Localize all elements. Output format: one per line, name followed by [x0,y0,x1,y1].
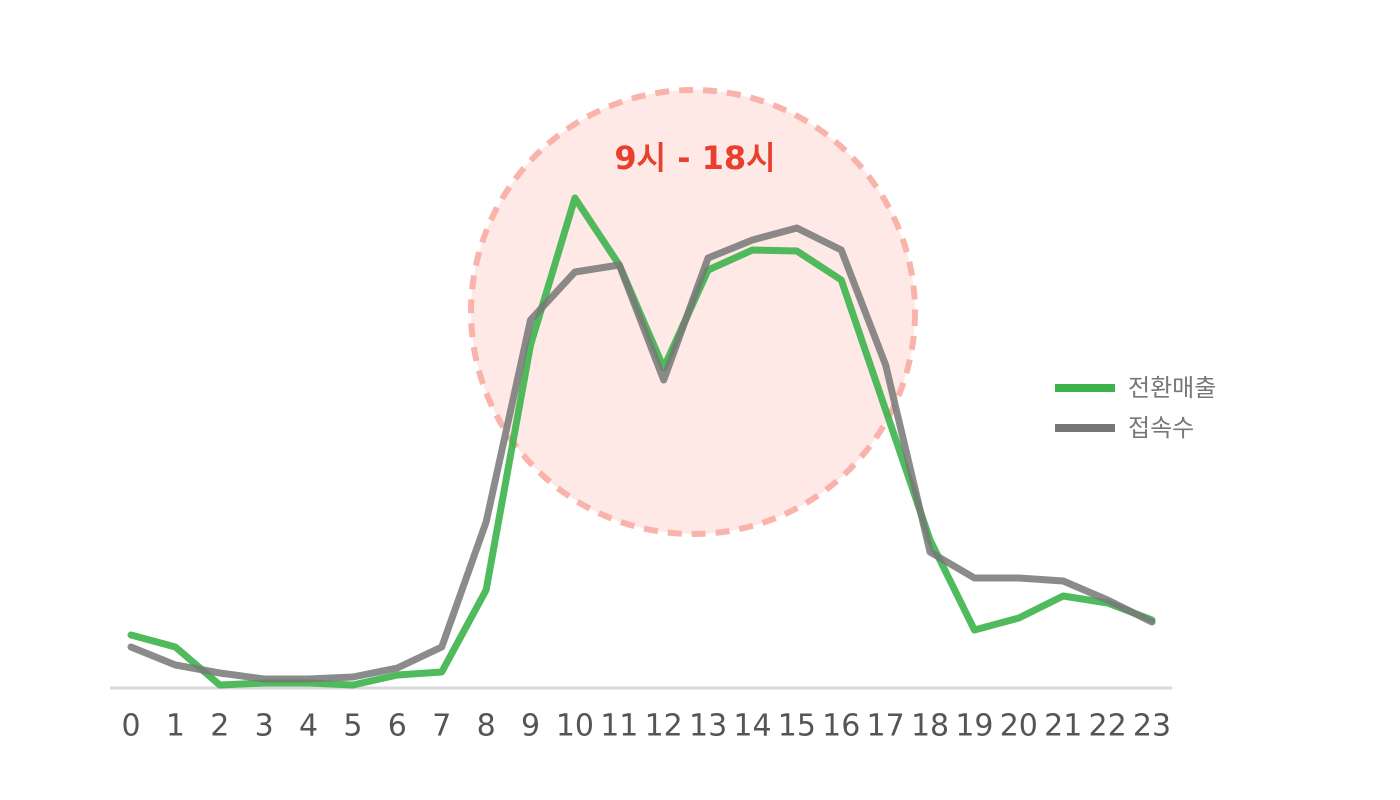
x-tick-label: 5 [343,709,362,744]
x-tick-label: 17 [867,709,905,744]
line-series [127,224,1156,683]
x-tick-label: 18 [911,709,949,744]
x-tick-label: 4 [299,709,318,744]
x-tick-label: 22 [1089,709,1127,744]
x-tick-label: 12 [645,709,683,744]
x-tick-label: 23 [1133,709,1171,744]
x-tick-label: 2 [210,709,229,744]
x-tick-label: 9 [521,709,540,744]
x-tick-label: 13 [689,709,727,744]
x-tick-label: 1 [166,709,185,744]
legend-label: 접속수 [1128,414,1194,442]
x-tick-label: 3 [255,709,274,744]
x-tick-label: 15 [778,709,816,744]
x-tick-label: 10 [556,709,594,744]
x-tick-label: 11 [600,709,638,744]
x-tick-label: 21 [1044,709,1082,744]
x-tick-label: 7 [432,709,451,744]
x-tick-label: 19 [955,709,993,744]
x-tick-label: 8 [477,709,496,744]
x-tick-label: 14 [733,709,771,744]
x-tick-label: 6 [388,709,407,744]
legend-label: 전환매출 [1128,374,1216,402]
x-tick-label: 16 [822,709,860,744]
x-tick-label: 0 [121,709,140,744]
x-tick-label: 20 [1000,709,1038,744]
highlight-circle [468,87,918,537]
annotation: 9시 - 18시 [614,139,775,177]
